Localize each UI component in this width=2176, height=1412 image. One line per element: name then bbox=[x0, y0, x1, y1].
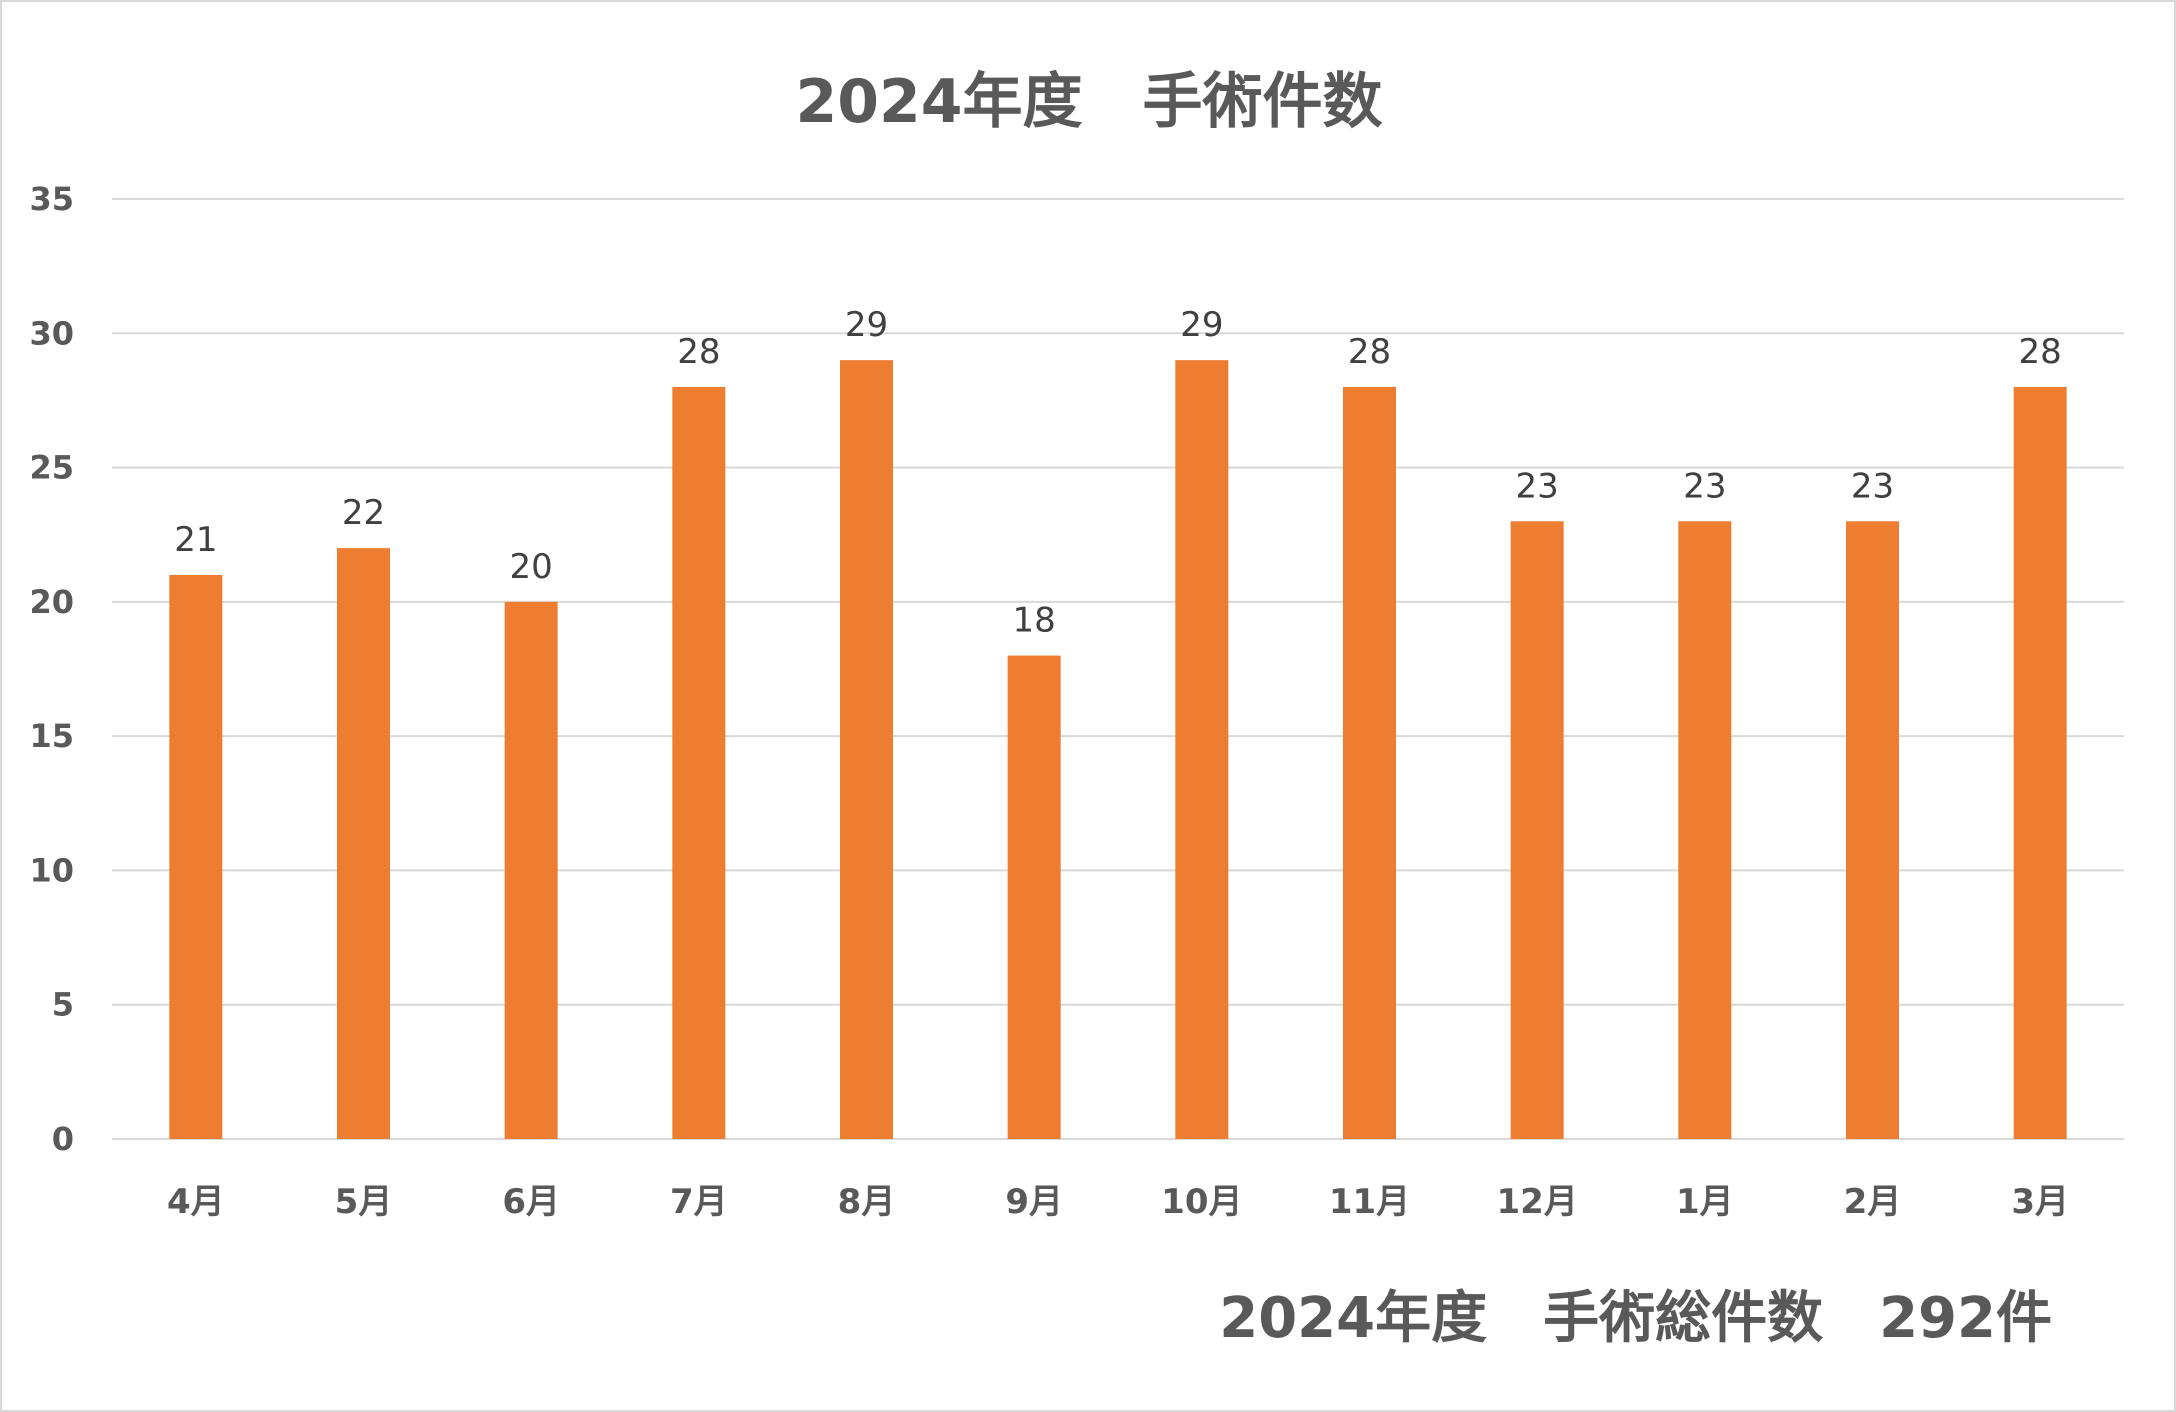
data-label: 29 bbox=[845, 305, 888, 345]
total-summary: 2024年度 手術総件数 292件 bbox=[1219, 1286, 2052, 1351]
data-label: 28 bbox=[1348, 332, 1391, 372]
bar bbox=[1846, 521, 1899, 1139]
bar bbox=[1007, 655, 1061, 1139]
bar bbox=[169, 575, 223, 1139]
x-tick-label: 5月 bbox=[335, 1182, 393, 1222]
bar bbox=[1510, 521, 1564, 1139]
bars bbox=[169, 360, 2067, 1140]
x-tick-label: 4月 bbox=[167, 1182, 225, 1222]
data-labels: 21 22 20 28 29 18 29 28 23 23 23 28 bbox=[174, 305, 2062, 640]
data-label: 21 bbox=[174, 520, 217, 560]
y-tick-label: 0 bbox=[52, 1120, 74, 1158]
x-tick-label: 2月 bbox=[1844, 1182, 1902, 1222]
bar bbox=[672, 387, 726, 1139]
y-tick-label: 35 bbox=[29, 180, 74, 218]
x-tick-label: 9月 bbox=[1005, 1182, 1063, 1222]
bar bbox=[504, 601, 558, 1139]
y-tick-label: 30 bbox=[29, 314, 74, 352]
data-label: 28 bbox=[677, 332, 720, 372]
y-tick-label: 20 bbox=[29, 583, 74, 621]
bar bbox=[2013, 387, 2067, 1139]
data-label: 23 bbox=[1851, 466, 1894, 506]
data-label: 20 bbox=[510, 547, 553, 587]
data-label: 23 bbox=[1516, 466, 1559, 506]
bar bbox=[337, 548, 390, 1139]
bar bbox=[1175, 360, 1229, 1140]
y-tick-label: 15 bbox=[29, 717, 74, 755]
x-tick-label: 8月 bbox=[838, 1182, 896, 1222]
y-tick-label: 25 bbox=[29, 449, 74, 487]
bar bbox=[840, 360, 893, 1140]
x-tick-label: 7月 bbox=[670, 1182, 728, 1222]
data-label: 22 bbox=[342, 493, 385, 533]
x-tick-label: 3月 bbox=[2011, 1182, 2069, 1222]
x-tick-label: 11月 bbox=[1329, 1182, 1410, 1222]
data-label: 29 bbox=[1180, 305, 1223, 345]
y-axis-ticks: 0 5 10 15 20 25 30 35 bbox=[29, 180, 74, 1158]
bar bbox=[1678, 521, 1732, 1139]
x-tick-label: 1月 bbox=[1676, 1182, 1734, 1222]
y-tick-label: 5 bbox=[52, 986, 74, 1024]
x-tick-label: 12月 bbox=[1497, 1182, 1578, 1222]
x-tick-label: 10月 bbox=[1161, 1182, 1242, 1222]
x-tick-label: 6月 bbox=[502, 1182, 560, 1222]
data-label: 23 bbox=[1683, 466, 1726, 506]
chart-title: 2024年度 手術件数 bbox=[796, 67, 1383, 137]
data-label: 18 bbox=[1013, 601, 1056, 641]
gridlines bbox=[112, 198, 2124, 1140]
data-label: 28 bbox=[2019, 332, 2062, 372]
bar bbox=[1343, 387, 1396, 1139]
y-tick-label: 10 bbox=[29, 851, 74, 889]
x-axis-ticks: 4月 5月 6月 7月 8月 9月 10月 11月 12月 1月 2月 3月 bbox=[167, 1182, 2069, 1222]
